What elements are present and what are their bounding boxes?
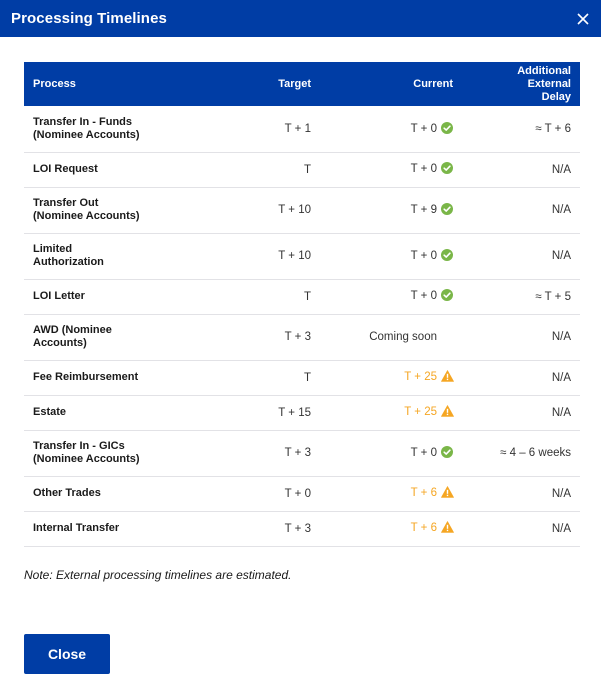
target-value: T + 15 bbox=[224, 395, 320, 431]
check-circle-icon bbox=[441, 202, 453, 215]
additional-delay-value: ≈ T + 6 bbox=[462, 106, 580, 153]
table-row: Other Trades T + 0 T + 6 N/A bbox=[24, 476, 580, 512]
process-name: LOI Request bbox=[24, 152, 224, 188]
check-circle-icon bbox=[441, 445, 453, 458]
close-icon[interactable] bbox=[576, 12, 590, 26]
process-name: Transfer Out (Nominee Accounts) bbox=[24, 187, 224, 234]
current-value-cell: T + 6 bbox=[320, 511, 462, 547]
current-value: T + 6 bbox=[410, 522, 437, 535]
target-value: T + 10 bbox=[224, 233, 320, 280]
process-name: LOI Letter bbox=[24, 279, 224, 315]
process-name: Internal Transfer bbox=[24, 511, 224, 547]
target-value: T + 10 bbox=[224, 187, 320, 234]
current-value-cell: Coming soon bbox=[320, 314, 462, 361]
additional-delay-value: N/A bbox=[462, 233, 580, 280]
dialog-title: Processing Timelines bbox=[11, 10, 167, 27]
current-value: T + 25 bbox=[404, 406, 437, 419]
dialog-header: Processing Timelines bbox=[0, 0, 601, 37]
target-value: T bbox=[224, 360, 320, 396]
process-name: Transfer In - Funds (Nominee Accounts) bbox=[24, 106, 224, 153]
process-name: Limited Authorization bbox=[24, 233, 224, 280]
table-header-row: Process Target Current Additional Extern… bbox=[24, 62, 580, 106]
column-header-process: Process bbox=[33, 77, 76, 90]
footnote: Note: External processing timelines are … bbox=[24, 568, 292, 582]
table-row: Transfer In - GICs (Nominee Accounts) T + … bbox=[24, 430, 580, 477]
table-row: Internal Transfer T + 3 T + 6 N/A bbox=[24, 511, 580, 547]
table-row: Fee Reimbursement T T + 25 N/A bbox=[24, 360, 580, 396]
additional-delay-value: N/A bbox=[462, 187, 580, 234]
warning-triangle-icon bbox=[441, 370, 454, 383]
column-header-current: Current bbox=[413, 77, 453, 90]
additional-delay-value: N/A bbox=[462, 360, 580, 396]
close-button[interactable]: Close bbox=[24, 634, 110, 674]
target-value: T + 0 bbox=[224, 476, 320, 512]
current-value: T + 9 bbox=[410, 203, 437, 216]
table-row: Estate T + 15 T + 25 N/A bbox=[24, 395, 580, 431]
process-name: Other Trades bbox=[24, 476, 224, 512]
check-circle-icon bbox=[441, 248, 453, 261]
process-name: Fee Reimbursement bbox=[24, 360, 224, 396]
additional-delay-value: ≈ T + 5 bbox=[462, 279, 580, 315]
warning-triangle-icon bbox=[441, 521, 454, 534]
current-value-cell: T + 25 bbox=[320, 360, 462, 396]
check-circle-icon bbox=[441, 289, 453, 302]
target-value: T + 3 bbox=[224, 511, 320, 547]
additional-delay-value: N/A bbox=[462, 314, 580, 361]
current-value-cell: T + 0 bbox=[320, 152, 462, 188]
current-value-cell: T + 25 bbox=[320, 395, 462, 431]
target-value: T bbox=[224, 279, 320, 315]
additional-delay-value: N/A bbox=[462, 476, 580, 512]
target-value: T + 3 bbox=[224, 430, 320, 477]
warning-triangle-icon bbox=[441, 486, 454, 499]
current-value: T + 0 bbox=[410, 163, 437, 176]
current-value-cell: T + 6 bbox=[320, 476, 462, 512]
additional-delay-value: N/A bbox=[462, 152, 580, 188]
table-row: Transfer In - Funds (Nominee Accounts) T +… bbox=[24, 106, 580, 153]
current-value-cell: T + 0 bbox=[320, 279, 462, 315]
current-value-cell: T + 0 bbox=[320, 106, 462, 153]
table-row: Limited Authorization T + 10 T + 0 N/A bbox=[24, 233, 580, 280]
current-value-cell: T + 0 bbox=[320, 233, 462, 280]
current-value: T + 0 bbox=[410, 122, 437, 135]
process-name: Estate bbox=[24, 395, 224, 431]
target-value: T bbox=[224, 152, 320, 188]
process-name: AWD (Nominee Accounts) bbox=[24, 314, 224, 361]
current-value: Coming soon bbox=[369, 330, 437, 343]
table-row: LOI Letter T T + 0 ≈ T + 5 bbox=[24, 279, 580, 315]
current-value: T + 0 bbox=[410, 249, 437, 262]
current-value-cell: T + 9 bbox=[320, 187, 462, 234]
current-value: T + 0 bbox=[410, 290, 437, 303]
table-row: LOI Request T T + 0 N/A bbox=[24, 152, 580, 188]
processing-timelines-table: Process Target Current Additional Extern… bbox=[24, 62, 580, 547]
target-value: T + 1 bbox=[224, 106, 320, 153]
table-row: Transfer Out (Nominee Accounts) T + 10 T + … bbox=[24, 187, 580, 234]
column-header-target: Target bbox=[278, 77, 311, 90]
current-value-cell: T + 0 bbox=[320, 430, 462, 477]
check-circle-icon bbox=[441, 121, 453, 134]
current-value: T + 0 bbox=[410, 446, 437, 459]
additional-delay-value: N/A bbox=[462, 511, 580, 547]
current-value: T + 6 bbox=[410, 487, 437, 500]
target-value: T + 3 bbox=[224, 314, 320, 361]
table-row: AWD (Nominee Accounts) T + 3 Coming soon N/A bbox=[24, 314, 580, 361]
warning-triangle-icon bbox=[441, 405, 454, 418]
column-header-additional-external-delay: Additional External Delay bbox=[517, 64, 571, 103]
process-name: Transfer In - GICs (Nominee Accounts) bbox=[24, 430, 224, 477]
additional-delay-value: ≈ 4 – 6 weeks bbox=[462, 430, 580, 477]
current-value: T + 25 bbox=[404, 371, 437, 384]
check-circle-icon bbox=[441, 162, 453, 175]
additional-delay-value: N/A bbox=[462, 395, 580, 431]
